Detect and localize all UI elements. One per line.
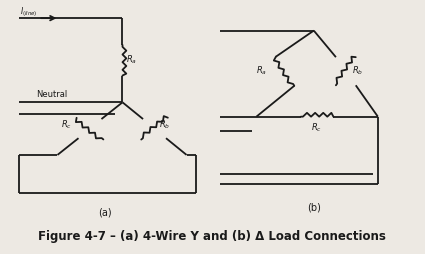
Text: $R_c$: $R_c$ bbox=[61, 119, 72, 131]
Text: Neutral: Neutral bbox=[37, 90, 68, 99]
Text: $R_b$: $R_b$ bbox=[159, 119, 170, 131]
Text: $R_b$: $R_b$ bbox=[351, 65, 363, 77]
Text: (b): (b) bbox=[307, 202, 321, 213]
Text: $I_{(line)}$: $I_{(line)}$ bbox=[20, 6, 38, 19]
Text: $R_c$: $R_c$ bbox=[312, 122, 323, 134]
Text: Figure 4-7 – (a) 4-Wire Y and (b) Δ Load Connections: Figure 4-7 – (a) 4-Wire Y and (b) Δ Load… bbox=[39, 230, 386, 243]
Text: $R_a$: $R_a$ bbox=[256, 65, 267, 77]
Text: $R_a$: $R_a$ bbox=[126, 54, 137, 67]
Text: (a): (a) bbox=[99, 207, 112, 217]
